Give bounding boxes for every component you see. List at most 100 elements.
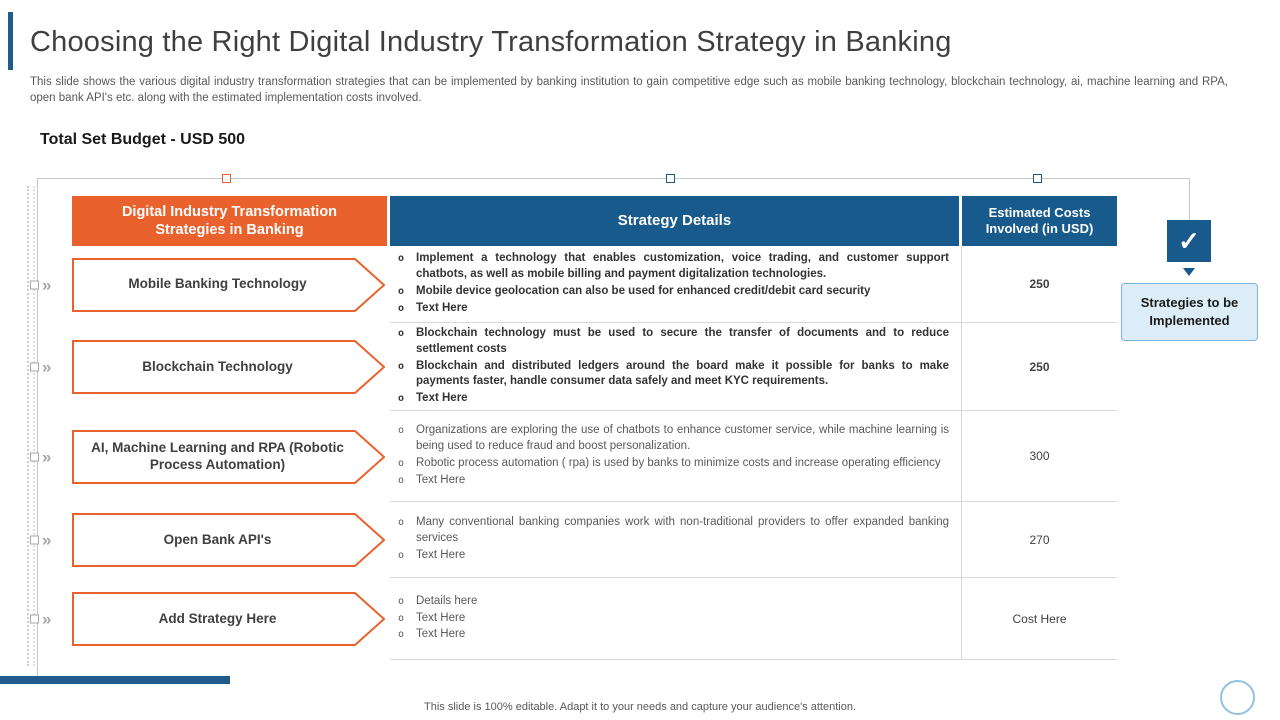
footer-note: This slide is 100% editable. Adapt it to… bbox=[424, 701, 856, 713]
slide-subtitle: This slide shows the various digital ind… bbox=[30, 76, 1228, 105]
detail-text: Text Here bbox=[416, 611, 466, 624]
detail-text: Text Here bbox=[416, 301, 468, 314]
chevron-right-icon: » bbox=[42, 530, 52, 550]
detail-item: o Text Here bbox=[398, 548, 949, 564]
detail-text: Text Here bbox=[416, 473, 466, 486]
square-bullet-icon bbox=[30, 280, 39, 289]
details-cell: o Implement a technology that enables cus… bbox=[390, 246, 962, 323]
details-cell: o Many conventional banking companies wor… bbox=[390, 502, 962, 578]
check-icon: ✓ bbox=[1167, 220, 1211, 262]
detail-text: Implement a technology that enables cust… bbox=[416, 252, 949, 281]
frame-right-line bbox=[1189, 178, 1190, 220]
chevron-right-icon: » bbox=[42, 609, 52, 629]
circle-bullet-icon: o bbox=[398, 302, 405, 314]
cost-cell: 250 bbox=[962, 246, 1117, 323]
detail-item: o Many conventional banking companies wor… bbox=[398, 515, 949, 547]
arrow-shape-icon bbox=[72, 257, 385, 312]
frame-left-line bbox=[37, 178, 38, 676]
detail-text: Text Here bbox=[416, 548, 466, 561]
circle-bullet-icon: o bbox=[398, 425, 405, 437]
dotted-guide-line bbox=[33, 186, 35, 666]
detail-text: Details here bbox=[416, 594, 478, 607]
detail-item: o Robotic process automation ( rpa) is us… bbox=[398, 456, 949, 472]
cost-cell: Cost Here bbox=[962, 578, 1117, 660]
row-marker: » bbox=[30, 532, 51, 549]
budget-heading: Total Set Budget - USD 500 bbox=[40, 131, 246, 148]
cost-cell: 270 bbox=[962, 502, 1117, 578]
row-marker: » bbox=[30, 448, 51, 465]
detail-text: Blockchain and distributed ledgers aroun… bbox=[416, 359, 949, 388]
arrow-shape-icon bbox=[72, 513, 385, 567]
arrow-shape-icon bbox=[72, 592, 385, 646]
callout-strategies-to-be-implemented: Strategies to be Implemented bbox=[1121, 283, 1258, 341]
row-marker: » bbox=[30, 359, 51, 376]
column-header-details: Strategy Details bbox=[390, 196, 962, 246]
circle-bullet-icon: o bbox=[398, 612, 405, 624]
strategy-cell: » Mobile Banking Technology bbox=[30, 246, 390, 323]
strategy-arrow: Open Bank API's bbox=[72, 513, 385, 567]
column-header-costs: Estimated Costs Involved (in USD) bbox=[962, 196, 1117, 246]
details-cell: o Organizations are exploring the use of … bbox=[390, 411, 962, 502]
cost-cell: 300 bbox=[962, 411, 1117, 502]
callout-pointer-icon bbox=[1183, 268, 1195, 276]
detail-item: o Organizations are exploring the use of … bbox=[398, 423, 949, 455]
frame-top-line bbox=[37, 178, 1190, 179]
strategy-arrow: Blockchain Technology bbox=[72, 340, 385, 394]
detail-text: Blockchain technology must be used to se… bbox=[416, 326, 949, 355]
strategy-label: Add Strategy Here bbox=[158, 610, 277, 626]
strategy-arrow: Add Strategy Here bbox=[72, 592, 385, 646]
strategy-label: Blockchain Technology bbox=[142, 358, 293, 374]
circle-bullet-icon: o bbox=[398, 253, 405, 265]
circle-bullet-icon: o bbox=[398, 360, 405, 372]
detail-text: Robotic process automation ( rpa) is use… bbox=[416, 457, 941, 469]
circle-bullet-icon: o bbox=[398, 286, 405, 297]
bottom-accent-bar bbox=[0, 676, 230, 684]
arrow-shape-icon bbox=[72, 429, 385, 484]
detail-item: o Implement a technology that enables cus… bbox=[398, 251, 949, 283]
circle-bullet-icon: o bbox=[398, 629, 405, 641]
chevron-right-icon: » bbox=[42, 275, 52, 294]
detail-item: o Text Here bbox=[398, 611, 949, 627]
strategy-cell: » Open Bank API's bbox=[30, 502, 390, 578]
square-bullet-icon bbox=[30, 535, 39, 545]
strategy-cell: » Add Strategy Here bbox=[30, 578, 390, 660]
strategy-arrow: Mobile Banking Technology bbox=[72, 257, 385, 312]
square-bullet-icon bbox=[30, 452, 39, 461]
arrow-shape-icon bbox=[72, 340, 385, 394]
strategy-label: AI, Machine Learning and RPA (Robotic Pr… bbox=[91, 439, 344, 472]
strategy-cell: » AI, Machine Learning and RPA (Robotic … bbox=[30, 411, 390, 502]
title-accent-bar bbox=[8, 12, 13, 70]
details-cell: o Blockchain technology must be used to s… bbox=[390, 323, 962, 411]
page-title: Choosing the Right Digital Industry Tran… bbox=[30, 26, 952, 58]
detail-item: o Text Here bbox=[398, 473, 949, 489]
circle-bullet-icon: o bbox=[398, 474, 405, 486]
row-marker: » bbox=[30, 611, 51, 628]
strategy-cell: » Blockchain Technology bbox=[30, 323, 390, 411]
handle-square-blue bbox=[1033, 174, 1042, 183]
decorative-circle bbox=[1220, 680, 1255, 715]
detail-item: o Mobile device geolocation can also be u… bbox=[398, 284, 949, 300]
handle-square-blue bbox=[666, 174, 675, 183]
strategy-label: Open Bank API's bbox=[163, 531, 272, 547]
chevron-right-icon: » bbox=[42, 447, 52, 466]
details-cell: o Details here o Text Here o Text Here bbox=[390, 578, 962, 660]
detail-text: Text Here bbox=[416, 392, 468, 405]
square-bullet-icon bbox=[30, 362, 39, 372]
detail-item: o Text Here bbox=[398, 391, 949, 407]
detail-item: o Text Here bbox=[398, 627, 949, 643]
detail-text: Organizations are exploring the use of c… bbox=[416, 424, 949, 453]
circle-bullet-icon: o bbox=[398, 517, 405, 529]
detail-item: o Details here bbox=[398, 594, 949, 610]
column-header-strategies: Digital Industry Transformation Strategi… bbox=[72, 196, 390, 246]
circle-bullet-icon: o bbox=[398, 595, 405, 607]
chevron-right-icon: » bbox=[42, 357, 52, 377]
detail-item: o Blockchain technology must be used to s… bbox=[398, 326, 949, 358]
circle-bullet-icon: o bbox=[398, 327, 405, 339]
dotted-guide-line bbox=[27, 186, 29, 666]
strategy-arrow: AI, Machine Learning and RPA (Robotic Pr… bbox=[72, 429, 385, 484]
strategy-label: Mobile Banking Technology bbox=[128, 276, 307, 292]
row-marker: » bbox=[30, 276, 51, 293]
detail-text: Many conventional banking companies work… bbox=[416, 516, 949, 545]
handle-square-orange bbox=[222, 174, 231, 183]
